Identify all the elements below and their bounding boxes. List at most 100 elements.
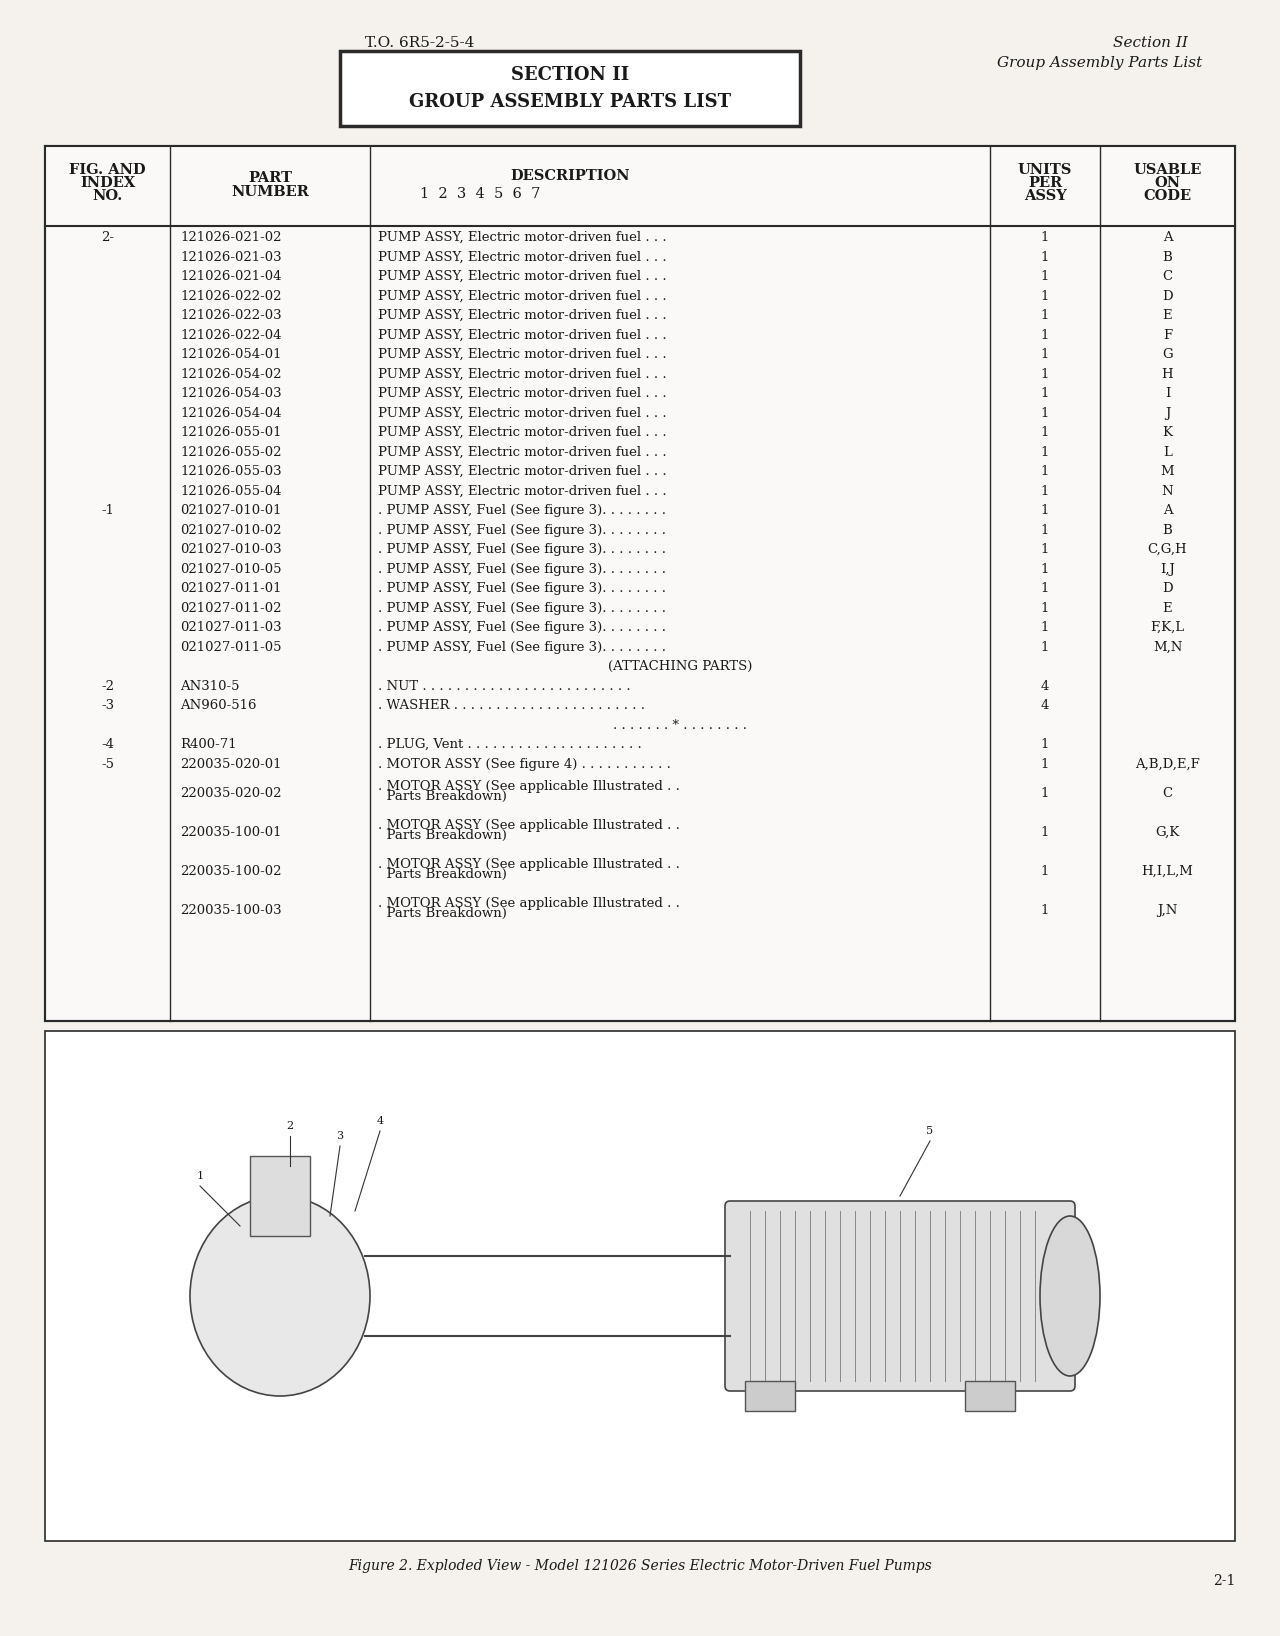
Text: Parts Breakdown): Parts Breakdown) (378, 790, 507, 803)
Text: (ATTACHING PARTS): (ATTACHING PARTS) (608, 661, 753, 674)
Text: F,K,L: F,K,L (1151, 622, 1184, 635)
Text: 1: 1 (1041, 582, 1050, 596)
Text: 021027-011-02: 021027-011-02 (180, 602, 282, 615)
Text: G: G (1162, 348, 1172, 362)
Text: 1: 1 (1041, 905, 1050, 918)
Text: PUMP ASSY, Electric motor-driven fuel . . .: PUMP ASSY, Electric motor-driven fuel . … (378, 484, 667, 497)
Text: 1: 1 (1041, 543, 1050, 556)
Text: 1: 1 (1041, 309, 1050, 322)
Text: SECTION II: SECTION II (511, 65, 630, 83)
Text: ASSY: ASSY (1024, 190, 1066, 203)
Text: . MOTOR ASSY (See figure 4) . . . . . . . . . . .: . MOTOR ASSY (See figure 4) . . . . . . … (378, 757, 671, 771)
FancyBboxPatch shape (724, 1201, 1075, 1391)
Text: K: K (1162, 427, 1172, 438)
Text: 121026-054-01: 121026-054-01 (180, 348, 282, 362)
Text: -4: -4 (101, 738, 114, 751)
Text: 121026-055-01: 121026-055-01 (180, 427, 282, 438)
Text: T.O. 6R5-2-5-4: T.O. 6R5-2-5-4 (365, 36, 475, 51)
Text: PUMP ASSY, Electric motor-driven fuel . . .: PUMP ASSY, Electric motor-driven fuel . … (378, 427, 667, 438)
Text: PUMP ASSY, Electric motor-driven fuel . . .: PUMP ASSY, Electric motor-driven fuel . … (378, 465, 667, 478)
Bar (45, 1031, 1235, 1541)
Text: 220035-100-01: 220035-100-01 (180, 826, 282, 839)
FancyBboxPatch shape (745, 1381, 795, 1410)
Text: 121026-021-03: 121026-021-03 (180, 250, 282, 263)
Text: 021027-010-05: 021027-010-05 (180, 563, 282, 576)
Text: 220035-100-03: 220035-100-03 (180, 905, 282, 918)
Text: PUMP ASSY, Electric motor-driven fuel . . .: PUMP ASSY, Electric motor-driven fuel . … (378, 309, 667, 322)
Text: PUMP ASSY, Electric motor-driven fuel . . .: PUMP ASSY, Electric motor-driven fuel . … (378, 231, 667, 244)
Text: . MOTOR ASSY (See applicable Illustrated . .: . MOTOR ASSY (See applicable Illustrated… (378, 857, 680, 870)
Text: . PUMP ASSY, Fuel (See figure 3). . . . . . . .: . PUMP ASSY, Fuel (See figure 3). . . . … (378, 582, 666, 596)
Text: PER: PER (1028, 177, 1062, 190)
Text: C,G,H: C,G,H (1148, 543, 1188, 556)
Text: A: A (1162, 231, 1172, 244)
Text: . PUMP ASSY, Fuel (See figure 3). . . . . . . .: . PUMP ASSY, Fuel (See figure 3). . . . … (378, 504, 666, 517)
Text: 021027-011-05: 021027-011-05 (180, 641, 282, 654)
Text: ON: ON (1155, 177, 1180, 190)
Ellipse shape (189, 1196, 370, 1396)
Text: PUMP ASSY, Electric motor-driven fuel . . .: PUMP ASSY, Electric motor-driven fuel . … (378, 348, 667, 362)
Text: AN960-516: AN960-516 (180, 699, 256, 712)
Text: 1: 1 (1041, 757, 1050, 771)
Text: Parts Breakdown): Parts Breakdown) (378, 829, 507, 843)
Text: 1: 1 (1041, 407, 1050, 420)
Text: A,B,D,E,F: A,B,D,E,F (1135, 757, 1199, 771)
Text: 1: 1 (1041, 602, 1050, 615)
Text: H: H (1162, 368, 1174, 381)
Text: 1: 1 (1041, 445, 1050, 458)
Text: . PLUG, Vent . . . . . . . . . . . . . . . . . . . . .: . PLUG, Vent . . . . . . . . . . . . . .… (378, 738, 641, 751)
Ellipse shape (1039, 1216, 1100, 1376)
Text: 021027-011-01: 021027-011-01 (180, 582, 282, 596)
Text: J,N: J,N (1157, 905, 1178, 918)
Text: . WASHER . . . . . . . . . . . . . . . . . . . . . . .: . WASHER . . . . . . . . . . . . . . . .… (378, 699, 645, 712)
Text: PUMP ASSY, Electric motor-driven fuel . . .: PUMP ASSY, Electric motor-driven fuel . … (378, 270, 667, 283)
Text: -1: -1 (101, 504, 114, 517)
Text: 1: 1 (1041, 368, 1050, 381)
Text: . PUMP ASSY, Fuel (See figure 3). . . . . . . .: . PUMP ASSY, Fuel (See figure 3). . . . … (378, 641, 666, 654)
Text: Parts Breakdown): Parts Breakdown) (378, 869, 507, 882)
Text: 1  2  3  4  5  6  7: 1 2 3 4 5 6 7 (420, 187, 540, 201)
Text: 2-1: 2-1 (1212, 1574, 1235, 1589)
Text: N: N (1162, 484, 1174, 497)
Text: PUMP ASSY, Electric motor-driven fuel . . .: PUMP ASSY, Electric motor-driven fuel . … (378, 290, 667, 303)
Text: 121026-021-02: 121026-021-02 (180, 231, 282, 244)
Text: R400-71: R400-71 (180, 738, 237, 751)
Text: 021027-011-03: 021027-011-03 (180, 622, 282, 635)
Text: NUMBER: NUMBER (232, 185, 308, 200)
Text: A: A (1162, 504, 1172, 517)
Text: . NUT . . . . . . . . . . . . . . . . . . . . . . . . .: . NUT . . . . . . . . . . . . . . . . . … (378, 679, 631, 692)
Text: . MOTOR ASSY (See applicable Illustrated . .: . MOTOR ASSY (See applicable Illustrated… (378, 897, 680, 910)
Text: 021027-010-03: 021027-010-03 (180, 543, 282, 556)
Text: FIG. AND: FIG. AND (69, 164, 146, 177)
Text: PUMP ASSY, Electric motor-driven fuel . . .: PUMP ASSY, Electric motor-driven fuel . … (378, 368, 667, 381)
Text: D: D (1162, 290, 1172, 303)
Text: 1: 1 (1041, 388, 1050, 401)
Text: 1: 1 (1041, 563, 1050, 576)
Text: 121026-055-02: 121026-055-02 (180, 445, 282, 458)
Text: 121026-054-04: 121026-054-04 (180, 407, 282, 420)
Text: 1: 1 (1041, 787, 1050, 800)
Text: 1: 1 (1041, 427, 1050, 438)
Text: DESCRIPTION: DESCRIPTION (511, 169, 630, 183)
Text: C: C (1162, 270, 1172, 283)
Text: 121026-022-03: 121026-022-03 (180, 309, 282, 322)
Text: F: F (1164, 329, 1172, 342)
Text: L: L (1164, 445, 1172, 458)
Text: 1: 1 (1041, 826, 1050, 839)
Text: 121026-054-02: 121026-054-02 (180, 368, 282, 381)
Text: 5: 5 (927, 1126, 933, 1135)
Text: 1: 1 (1041, 622, 1050, 635)
Text: 1: 1 (1041, 465, 1050, 478)
Text: Section II: Section II (1112, 36, 1188, 51)
Text: 121026-055-03: 121026-055-03 (180, 465, 282, 478)
Text: Figure 2. Exploded View - Model 121026 Series Electric Motor-Driven Fuel Pumps: Figure 2. Exploded View - Model 121026 S… (348, 1559, 932, 1572)
Text: PUMP ASSY, Electric motor-driven fuel . . .: PUMP ASSY, Electric motor-driven fuel . … (378, 445, 667, 458)
Text: 1: 1 (1041, 865, 1050, 879)
Text: . . . . . . . * . . . . . . . .: . . . . . . . * . . . . . . . . (613, 718, 748, 731)
Text: AN310-5: AN310-5 (180, 679, 239, 692)
Text: M: M (1161, 465, 1174, 478)
Text: 2-: 2- (101, 231, 114, 244)
FancyBboxPatch shape (965, 1381, 1015, 1410)
Text: CODE: CODE (1143, 190, 1192, 203)
Text: 1: 1 (1041, 504, 1050, 517)
